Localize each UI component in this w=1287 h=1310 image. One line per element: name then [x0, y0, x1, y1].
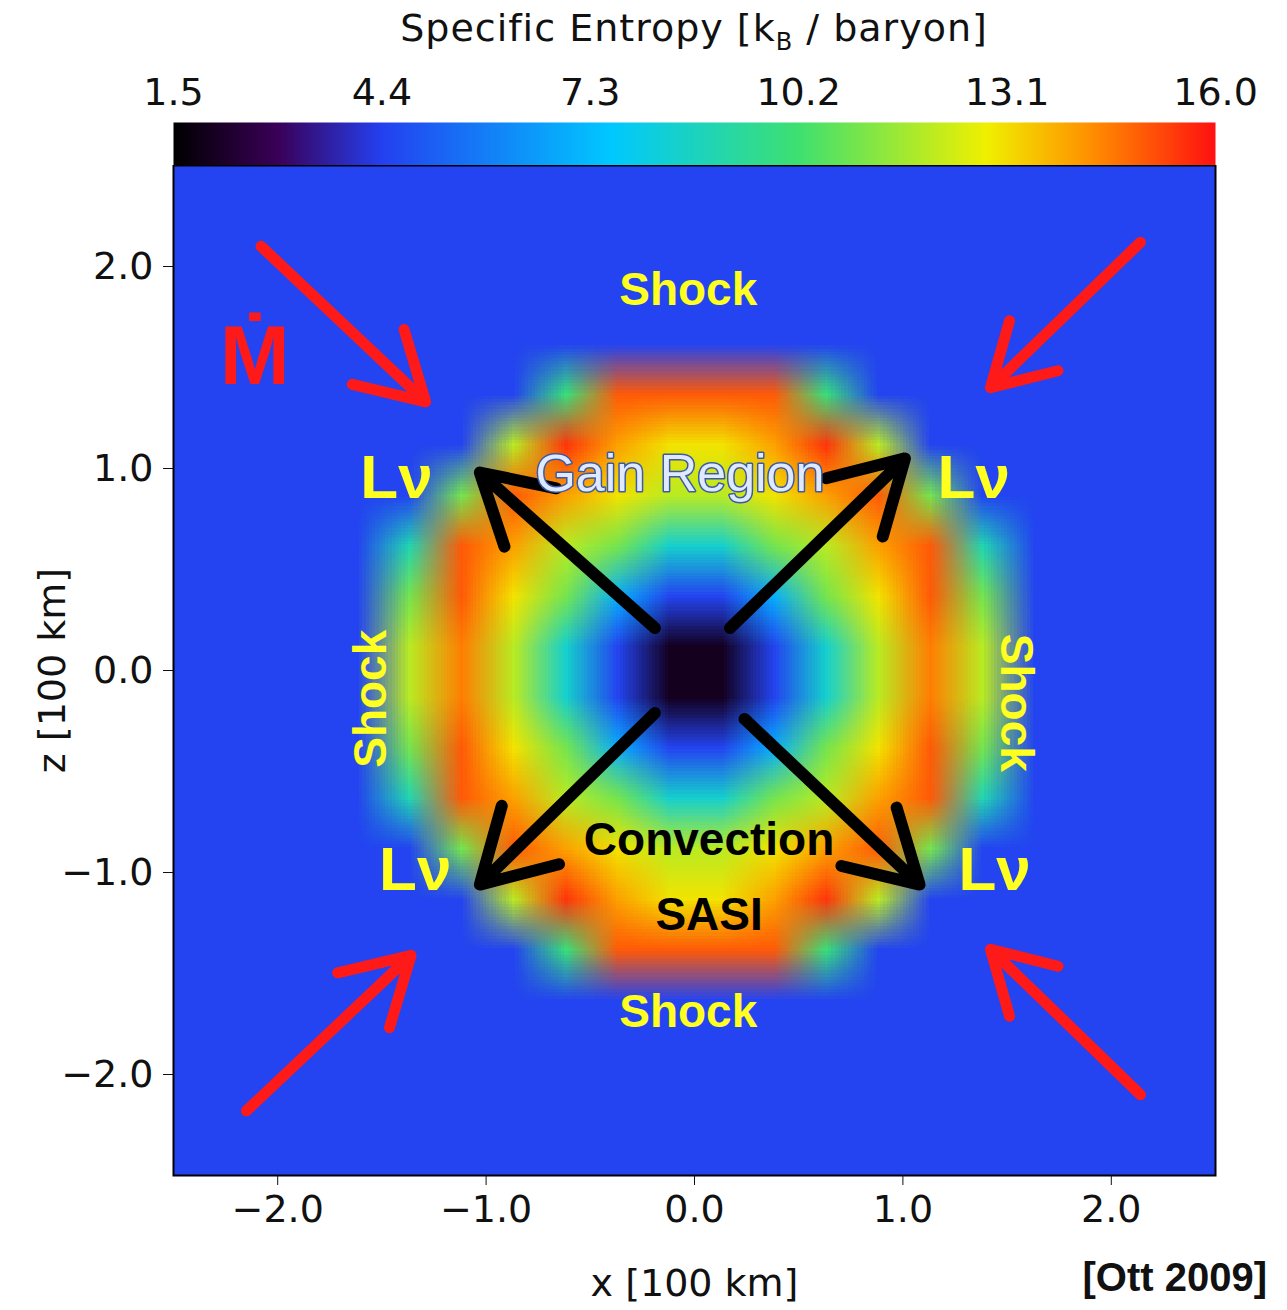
svg-text:Lν: Lν: [938, 442, 1010, 511]
svg-text:0.0: 0.0: [664, 1187, 724, 1231]
svg-text:Gain Region: Gain Region: [535, 444, 824, 502]
svg-text:0.0: 0.0: [93, 648, 153, 692]
svg-text:1.0: 1.0: [873, 1187, 933, 1231]
svg-text:Shock: Shock: [344, 629, 396, 767]
svg-text:1.5: 1.5: [143, 70, 203, 114]
svg-text:1.0: 1.0: [93, 446, 153, 490]
svg-text:Lν: Lν: [360, 442, 432, 511]
svg-text:Lν: Lν: [379, 834, 451, 903]
svg-text:−2.0: −2.0: [61, 1052, 153, 1096]
svg-text:Shock: Shock: [619, 263, 757, 315]
svg-text:−1.0: −1.0: [440, 1187, 532, 1231]
svg-text:2.0: 2.0: [1081, 1187, 1141, 1231]
html-text:[Ott 2009]: [Ott 2009]: [1082, 1255, 1267, 1299]
svg-text:10.2: 10.2: [756, 70, 841, 114]
svg-text:Shock: Shock: [619, 985, 757, 1037]
svg-text:x [100 km]: x [100 km]: [591, 1261, 799, 1305]
svg-text:4.4: 4.4: [352, 70, 412, 114]
svg-text:13.1: 13.1: [965, 70, 1050, 114]
svg-text:−2.0: −2.0: [232, 1187, 324, 1231]
svg-text:16.0: 16.0: [1173, 70, 1258, 114]
svg-text:Lν: Lν: [958, 834, 1030, 903]
html-text:Specific Entropy [kB/ baryon]: Specific Entropy [kB/ baryon]: [400, 6, 988, 56]
svg-text:2.0: 2.0: [93, 244, 153, 288]
svg-text:z [100 km]: z [100 km]: [30, 568, 74, 773]
svg-text:SASI: SASI: [655, 888, 762, 940]
svg-text:−1.0: −1.0: [61, 850, 153, 894]
svg-text:7.3: 7.3: [560, 70, 620, 114]
svg-text:Shock: Shock: [991, 634, 1043, 772]
svg-text:Ṁ: Ṁ: [220, 308, 290, 402]
svg-text:Convection: Convection: [584, 813, 834, 865]
